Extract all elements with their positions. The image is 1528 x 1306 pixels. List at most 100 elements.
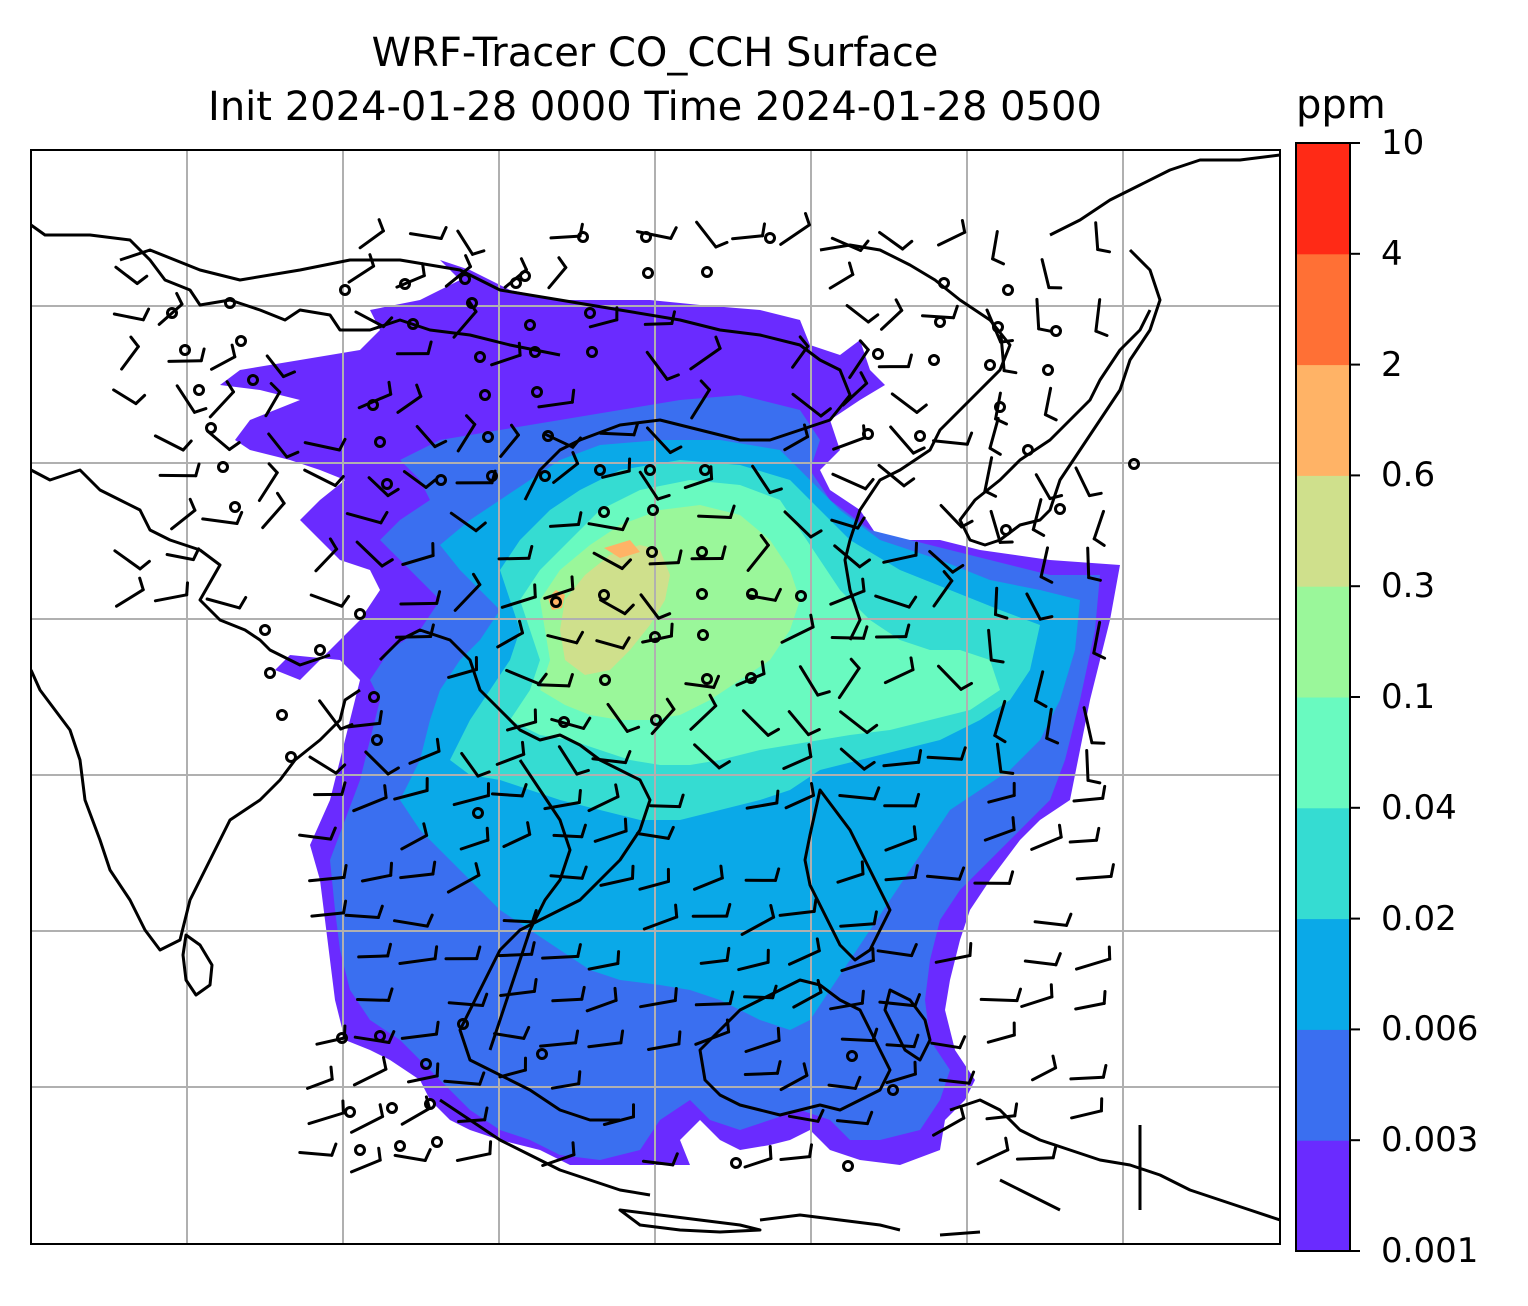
wind-barb (395, 340, 433, 356)
wind-barb (257, 462, 279, 502)
wind-barb (408, 226, 448, 240)
wind-barb (358, 218, 385, 250)
calm-wind-marker (697, 629, 709, 641)
wind-barb (645, 350, 680, 381)
calm-wind-marker (459, 273, 471, 285)
wind-barb (308, 864, 348, 883)
wind-barb (452, 782, 490, 807)
colorbar-tick-label: 2 (1381, 344, 1403, 385)
wind-barb (457, 1106, 489, 1123)
wind-barb (495, 740, 526, 766)
wind-barb (1086, 546, 1102, 582)
wind-barb (401, 542, 435, 566)
wind-barb (165, 547, 201, 562)
calm-wind-marker (407, 318, 419, 330)
wind-barb (396, 383, 423, 414)
calm-wind-marker (599, 674, 611, 686)
colorbar-segment (1296, 807, 1350, 920)
coastline-sulawesi-moluccas (949, 1098, 1280, 1222)
wind-barb (265, 354, 296, 379)
wind-barb (536, 673, 574, 688)
colorbar (1295, 142, 1360, 1252)
calm-wind-marker (536, 1048, 548, 1060)
wind-barb (1015, 1144, 1058, 1161)
wind-barb (587, 783, 620, 813)
calm-wind-marker (344, 1106, 356, 1118)
wind-barb (829, 989, 865, 1011)
wind-barb (743, 1145, 773, 1169)
colorbar-tick-label: 0.1 (1381, 677, 1436, 717)
wind-barb (491, 783, 528, 798)
wind-barb (595, 636, 631, 650)
calm-wind-marker (746, 588, 758, 600)
wind-barb (890, 392, 928, 414)
wind-barb (455, 1140, 493, 1162)
calm-wind-marker (457, 1018, 469, 1030)
wind-barb (499, 978, 538, 997)
colorbar-tick-label: 4 (1381, 233, 1403, 274)
calm-wind-marker (224, 297, 236, 309)
wind-barb (694, 990, 735, 1007)
wind-barb (798, 665, 831, 697)
wind-barb (395, 623, 435, 639)
calm-wind-marker (862, 428, 874, 440)
wind-barb (839, 910, 878, 928)
wind-barb (646, 426, 683, 454)
calm-wind-marker (285, 751, 297, 763)
wind-barb (690, 545, 727, 561)
colorbar-segment (1296, 364, 1350, 476)
calm-wind-marker (529, 346, 541, 358)
wind-barb (1035, 297, 1052, 333)
calm-wind-marker (1042, 364, 1054, 376)
colorbar-tick-label: 0.3 (1381, 566, 1436, 607)
wind-barb (502, 909, 538, 924)
wind-barb (642, 903, 679, 931)
calm-wind-marker (235, 335, 247, 347)
wind-barb (779, 1143, 813, 1161)
wind-barb (444, 945, 482, 961)
wind-barb (779, 212, 811, 246)
wind-barb (407, 1062, 440, 1084)
calm-wind-marker (640, 231, 652, 243)
calm-wind-marker (872, 348, 884, 360)
wind-barb (1070, 1097, 1104, 1120)
wind-barb (267, 432, 300, 459)
wind-barb (747, 587, 782, 602)
wind-barb (985, 1102, 1019, 1121)
calm-wind-marker (701, 266, 713, 278)
calm-wind-marker (354, 1144, 366, 1156)
wind-barb (745, 789, 780, 810)
wind-barb (309, 593, 351, 608)
calm-wind-marker (217, 461, 229, 473)
coastline-sri-lanka (181, 933, 214, 997)
calm-wind-marker (482, 431, 494, 443)
wind-barb (113, 549, 151, 571)
wind-barb (744, 867, 781, 882)
wind-barb (882, 541, 918, 564)
wind-barb (415, 425, 448, 449)
calm-wind-marker (594, 464, 606, 476)
wind-barb (446, 862, 481, 894)
wind-barb (751, 464, 783, 495)
wind-barb (408, 737, 441, 765)
wind-barb (497, 545, 534, 561)
wind-barb (746, 534, 770, 572)
wind-barb (393, 913, 434, 928)
colorbar-segment (1296, 475, 1350, 587)
wind-barb (939, 504, 974, 529)
map-title-line-1: WRF-Tracer CO_CCH Surface (371, 30, 939, 76)
wind-barb (314, 537, 339, 573)
wind-barb (839, 747, 876, 771)
wind-barb (1030, 823, 1063, 851)
calm-wind-marker (339, 284, 351, 296)
wind-barb (731, 222, 766, 241)
calm-wind-marker (247, 374, 259, 386)
wind-barb (740, 904, 776, 936)
calm-wind-marker (1002, 284, 1014, 296)
wind-barb (551, 985, 586, 1003)
wind-barb (402, 470, 437, 489)
wind-barb (496, 619, 524, 649)
wind-barb (874, 594, 918, 609)
wind-barb (991, 230, 1005, 266)
calm-wind-marker (934, 316, 946, 328)
